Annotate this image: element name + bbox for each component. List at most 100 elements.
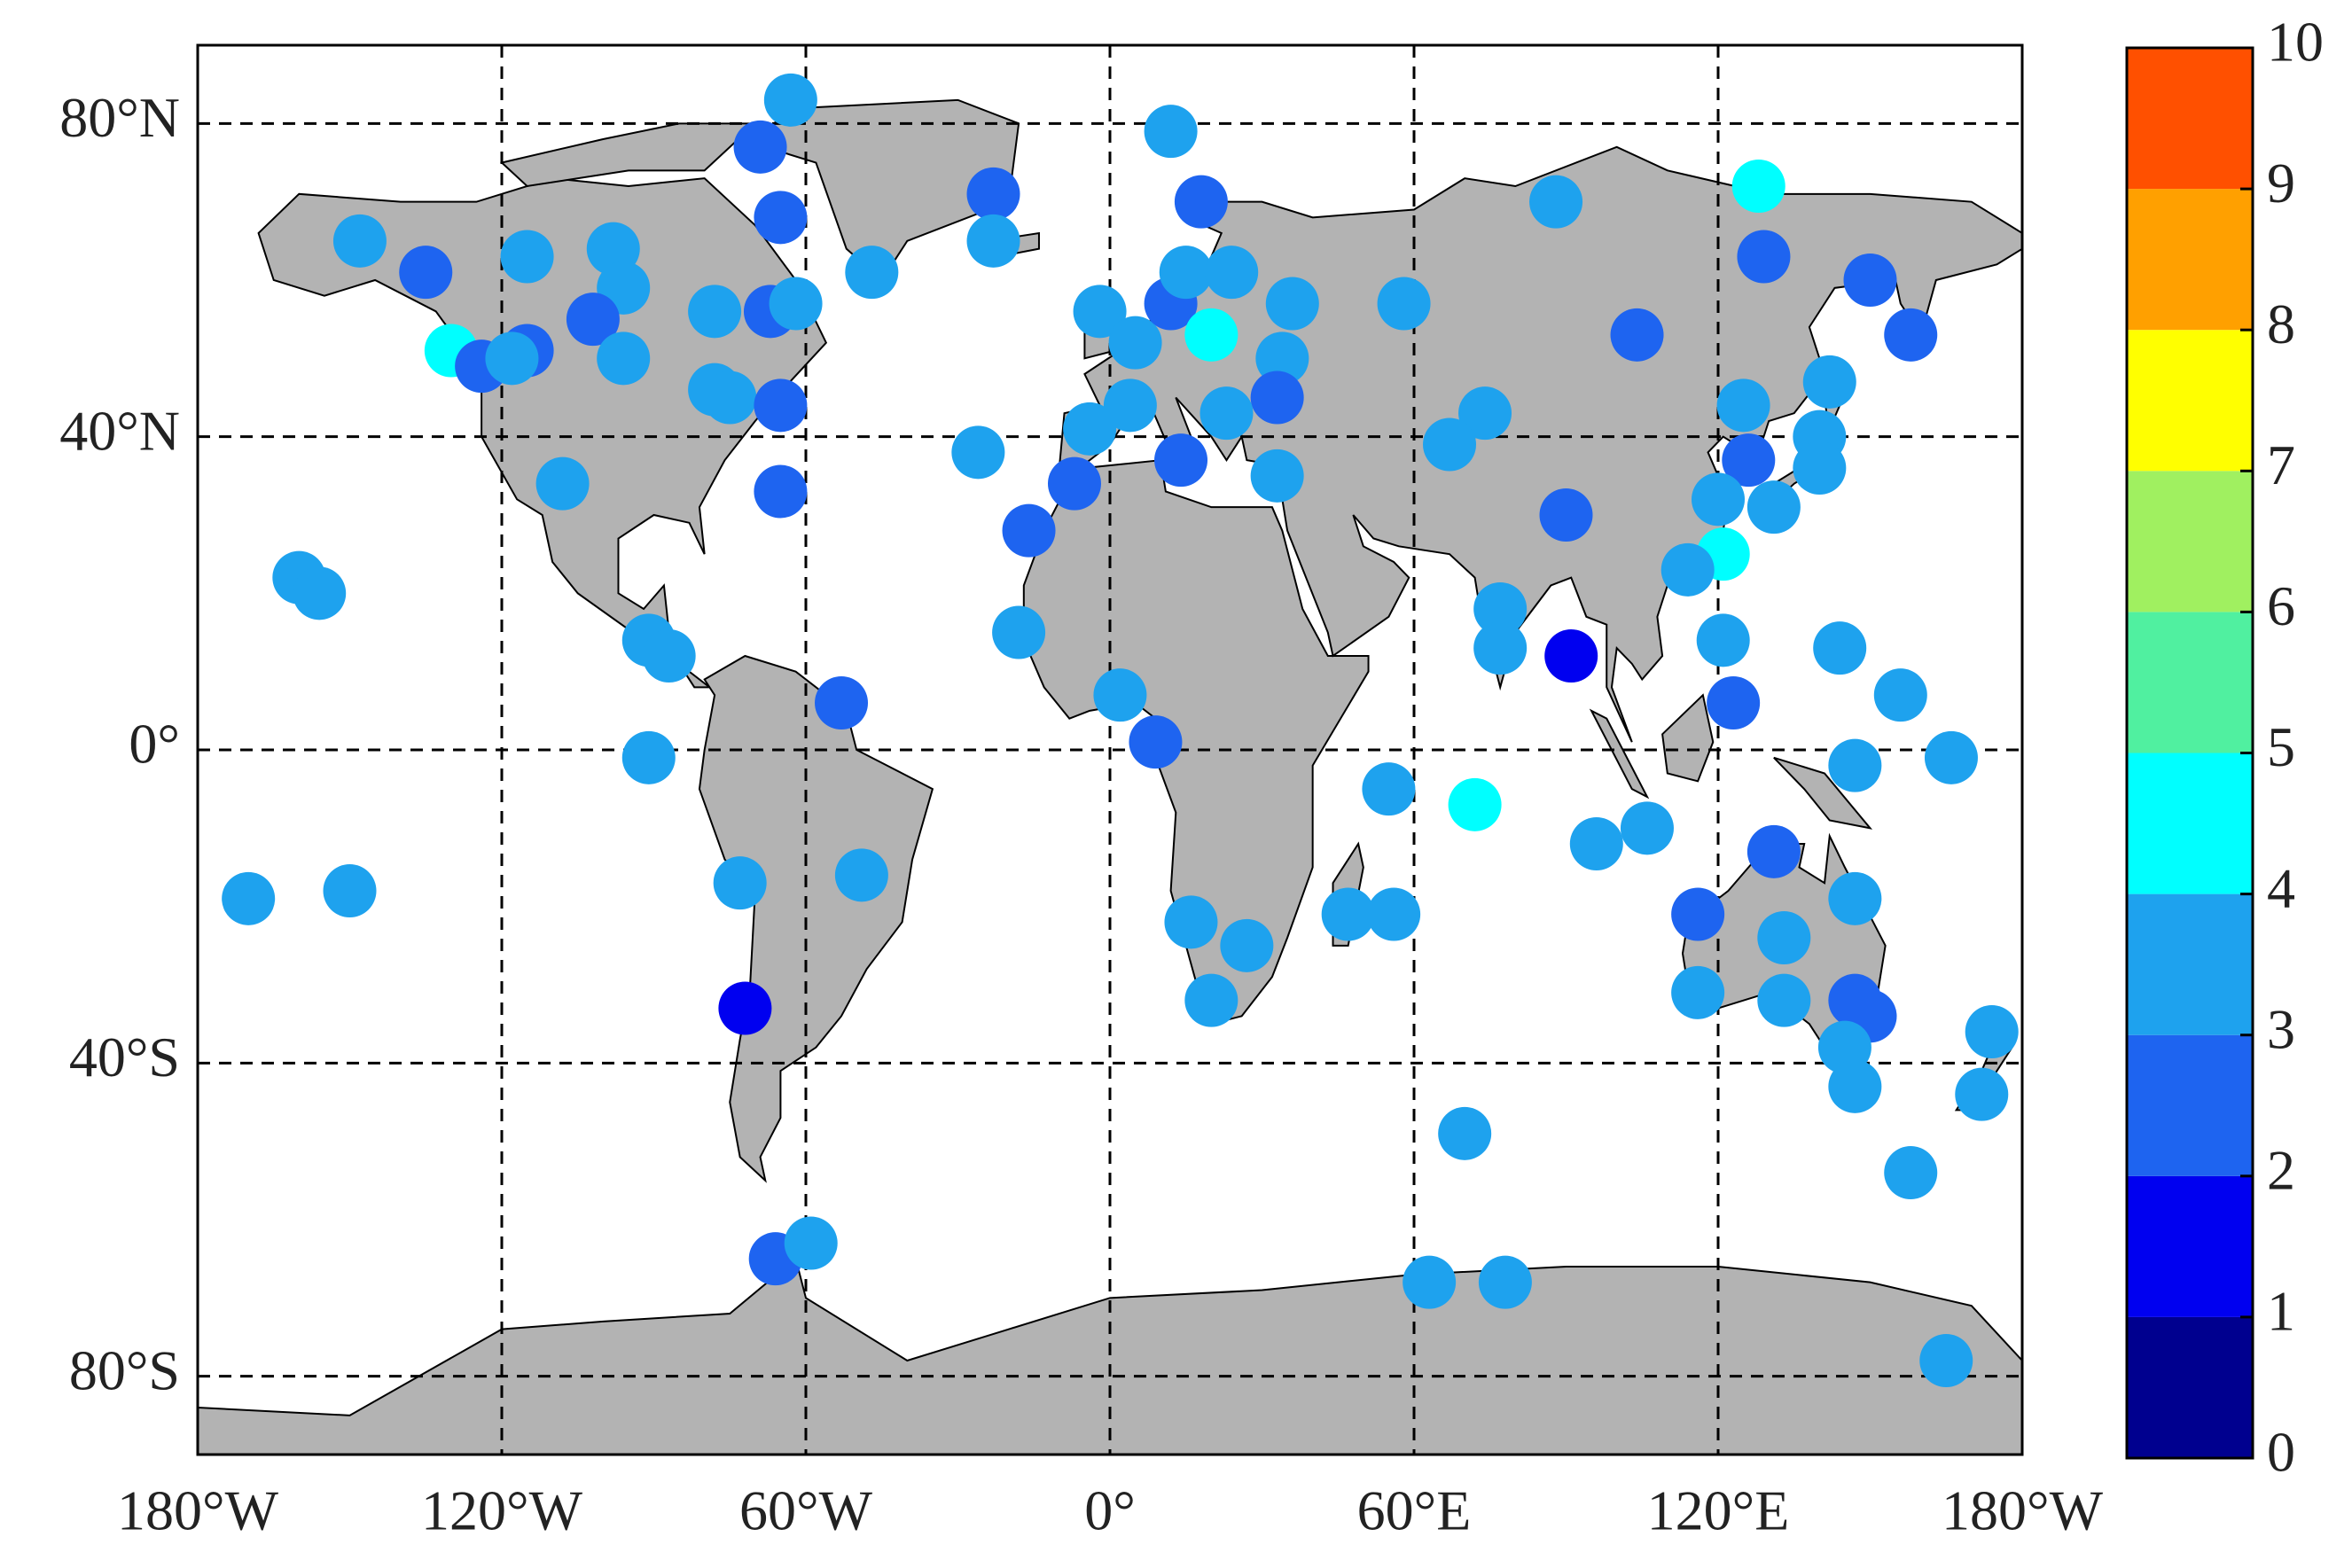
station-point — [1448, 777, 1502, 831]
station-point — [500, 230, 554, 284]
colorbar-tick-label: 1 — [2267, 1280, 2295, 1343]
colorbar-segment — [2127, 1034, 2253, 1176]
station-point — [1955, 1067, 2009, 1121]
station-point — [1103, 378, 1157, 433]
station-point — [1620, 801, 1674, 855]
station-point — [966, 167, 1020, 221]
station-point — [1539, 488, 1593, 542]
station-point — [1438, 1106, 1492, 1160]
x-tick-label: 180°W — [1942, 1479, 2104, 1542]
station-point — [1529, 175, 1583, 229]
colorbar-tick-label: 7 — [2267, 433, 2295, 496]
x-tick-label: 60°W — [739, 1479, 873, 1542]
x-tick-label: 60°E — [1357, 1479, 1472, 1542]
station-point — [1205, 246, 1259, 300]
station-point — [1569, 817, 1623, 870]
x-tick-label: 120°W — [421, 1479, 583, 1542]
colorbar-tick-label: 10 — [2267, 11, 2324, 74]
colorbar-tick-label: 5 — [2267, 715, 2295, 778]
station-point — [1884, 1146, 1938, 1199]
station-point — [1828, 1059, 1882, 1113]
station-point — [718, 981, 772, 1035]
station-point — [1423, 417, 1477, 472]
station-point — [1403, 1255, 1457, 1309]
y-tick-label: 40°N — [59, 399, 180, 462]
y-tick-label: 0° — [129, 713, 180, 776]
land — [198, 100, 2022, 1455]
station-point — [1722, 433, 1776, 488]
colorbar-segment — [2127, 612, 2253, 753]
station-point — [1757, 973, 1811, 1027]
station-point — [713, 856, 767, 910]
y-tick-label: 40°S — [69, 1026, 180, 1088]
colorbar-segment — [2127, 893, 2253, 1035]
station-point — [1220, 918, 1274, 972]
station-point — [1164, 895, 1218, 949]
station-point — [834, 848, 888, 902]
colorbar-segment — [2127, 753, 2253, 894]
colorbar-tick-label: 3 — [2267, 997, 2295, 1060]
station-point — [1828, 871, 1882, 925]
station-point — [1473, 582, 1528, 636]
station-point — [1696, 613, 1750, 667]
station-point — [222, 871, 276, 925]
station-point — [1716, 378, 1770, 433]
station-point — [1063, 402, 1117, 456]
colorbar-tick-label: 9 — [2267, 152, 2295, 215]
station-point — [1154, 433, 1208, 488]
station-point — [1731, 160, 1785, 213]
station-point — [485, 332, 539, 386]
colorbar-segment — [2127, 471, 2253, 612]
station-point — [1377, 277, 1431, 331]
station-point — [1367, 887, 1421, 941]
station-point — [1610, 308, 1664, 362]
station-point — [1924, 730, 1978, 784]
station-point — [688, 285, 742, 339]
station-point — [1660, 542, 1715, 597]
station-point — [1544, 629, 1598, 683]
station-point — [1250, 449, 1304, 503]
station-point — [703, 371, 757, 425]
station-point — [1255, 332, 1309, 386]
station-point — [1047, 456, 1101, 511]
station-point — [1174, 175, 1228, 229]
station-point — [1265, 277, 1319, 331]
station-point — [1108, 316, 1162, 370]
station-point — [1746, 824, 1801, 878]
x-tick-label: 120°E — [1647, 1479, 1790, 1542]
station-point — [1478, 1255, 1532, 1309]
colorbar-tick-label: 0 — [2267, 1421, 2295, 1484]
station-point — [754, 191, 808, 245]
station-point — [733, 120, 787, 174]
station-point — [845, 246, 899, 300]
colorbar-segment — [2127, 330, 2253, 472]
station-point — [1884, 308, 1938, 362]
station-point — [293, 566, 347, 620]
station-point — [1671, 887, 1725, 941]
station-point — [1159, 246, 1213, 300]
station-point — [754, 378, 808, 433]
station-point — [1458, 386, 1512, 441]
station-point — [597, 332, 651, 386]
station-point — [1129, 715, 1183, 769]
colorbar-segment — [2127, 48, 2253, 190]
station-point — [642, 629, 696, 683]
station-point — [815, 676, 869, 729]
station-point — [1473, 621, 1528, 675]
station-point — [1793, 441, 1847, 495]
station-point — [1250, 371, 1304, 425]
station-point — [1707, 676, 1761, 729]
y-tick-label: 80°N — [59, 86, 180, 149]
colorbar-segment — [2127, 1316, 2253, 1458]
station-point — [1813, 621, 1867, 675]
station-point — [1843, 254, 1897, 307]
station-point — [966, 214, 1020, 268]
colorbar-tick-label: 4 — [2267, 856, 2295, 919]
station-point — [951, 425, 1005, 480]
station-point — [1093, 668, 1147, 722]
station-point — [784, 1216, 838, 1270]
station-point — [769, 277, 823, 331]
y-tick-label: 80°S — [69, 1338, 180, 1401]
station-point — [1184, 973, 1239, 1027]
